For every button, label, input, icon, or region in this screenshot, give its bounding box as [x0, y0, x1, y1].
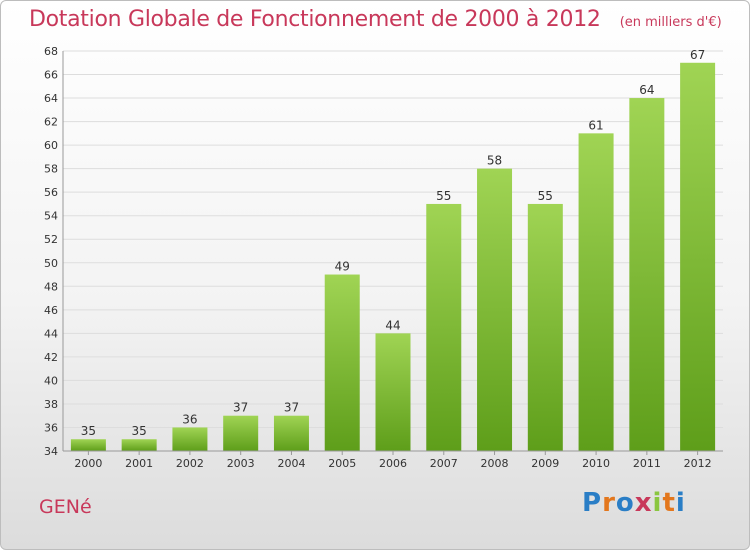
y-tick-label: 48: [44, 280, 58, 293]
y-tick-label: 60: [44, 139, 58, 152]
y-tick-label: 36: [44, 421, 58, 434]
y-tick-label: 58: [44, 163, 58, 176]
x-tick-label: 2011: [633, 457, 661, 470]
bar: [426, 203, 462, 451]
y-tick-label: 52: [44, 233, 58, 246]
bar: [680, 62, 716, 451]
x-tick-label: 2003: [227, 457, 255, 470]
y-tick-label: 50: [44, 257, 58, 270]
bar: [223, 415, 259, 451]
bar: [629, 98, 665, 451]
x-tick-label: 2009: [531, 457, 559, 470]
y-tick-label: 46: [44, 304, 58, 317]
axes: 34 36 38 40 42 44 46 48 50 52 54 56 58 60 62 64 66 68 2000…: [44, 45, 723, 470]
bar: [527, 203, 563, 451]
y-tick-label: 68: [44, 45, 58, 58]
bar-value-label: 55: [538, 189, 553, 203]
logo-letter: i: [675, 488, 686, 518]
bar: [172, 427, 208, 451]
bars: [70, 62, 716, 451]
title-unit: (en milliers d'€): [619, 15, 722, 30]
y-tick-label: 66: [44, 69, 58, 82]
x-tick-label: 2002: [176, 457, 204, 470]
y-tick-label: 42: [44, 351, 58, 364]
data-labels: 35 35 36 37 37 49 44 55 58 55 61 64 67: [81, 48, 706, 438]
logo-letter: t: [662, 488, 676, 518]
logo-letter: i: [652, 488, 663, 518]
x-tick-label: 2000: [74, 457, 102, 470]
bar-value-label: 61: [588, 118, 603, 132]
y-tick-label: 34: [44, 445, 58, 458]
bar-value-label: 49: [335, 260, 350, 274]
y-tick-label: 44: [44, 327, 58, 340]
x-tick-label: 2008: [481, 457, 509, 470]
logo-letter: x: [634, 488, 653, 518]
bar: [70, 439, 106, 451]
x-tick-label: 2004: [277, 457, 305, 470]
x-tick-label: 2005: [328, 457, 356, 470]
x-tick-label: 2012: [684, 457, 712, 470]
y-tick-label: 56: [44, 186, 58, 199]
bar: [121, 439, 157, 451]
bar: [273, 415, 309, 451]
x-tick-label: 2007: [430, 457, 458, 470]
chart-title: Dotation Globale de Fonctionnement de 20…: [29, 7, 722, 32]
bar-value-label: 55: [436, 189, 451, 203]
proxiti-logo[interactable]: Proxiti: [582, 488, 686, 518]
bar-value-label: 67: [690, 48, 705, 62]
bar-value-label: 64: [639, 83, 654, 97]
logo-letter: o: [615, 488, 635, 518]
x-tick-label: 2006: [379, 457, 407, 470]
commune-name: GENé: [39, 496, 92, 518]
y-tick-label: 38: [44, 398, 58, 411]
bar: [375, 333, 411, 451]
x-tick-label: 2010: [582, 457, 610, 470]
y-tick-label: 54: [44, 210, 58, 223]
y-tick-label: 62: [44, 116, 58, 129]
bar: [324, 274, 360, 451]
y-tick-label: 64: [44, 92, 58, 105]
logo-letter: r: [602, 488, 616, 518]
bar-value-label: 35: [132, 424, 147, 438]
y-tick-label: 40: [44, 374, 58, 387]
title-main: Dotation Globale de Fonctionnement de 20…: [29, 7, 601, 32]
bar-value-label: 44: [385, 318, 400, 332]
bar-value-label: 37: [284, 401, 299, 415]
bar: [477, 168, 513, 451]
bar-value-label: 37: [233, 401, 248, 415]
x-tick-label: 2001: [125, 457, 153, 470]
bar: [578, 133, 614, 451]
bar-value-label: 58: [487, 154, 502, 168]
bar-value-label: 36: [182, 412, 197, 426]
bar-value-label: 35: [81, 424, 96, 438]
logo-letter: P: [582, 488, 603, 518]
